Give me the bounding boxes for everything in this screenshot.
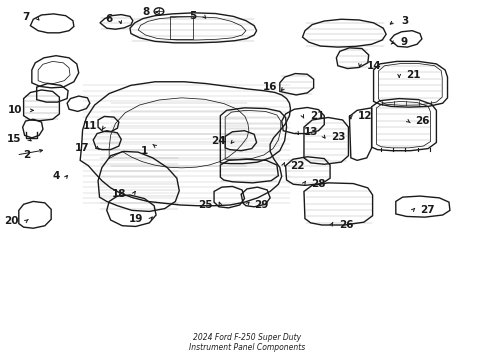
Text: 2: 2 xyxy=(24,150,31,160)
Text: 27: 27 xyxy=(420,205,435,215)
Text: 21: 21 xyxy=(310,111,324,121)
Text: 1: 1 xyxy=(141,146,148,156)
Text: 17: 17 xyxy=(75,143,90,153)
Text: 2024 Ford F-250 Super Duty
Instrument Panel Components: 2024 Ford F-250 Super Duty Instrument Pa… xyxy=(189,333,305,352)
Text: 5: 5 xyxy=(189,11,196,21)
Text: 28: 28 xyxy=(311,179,326,189)
Text: 8: 8 xyxy=(142,7,149,17)
Text: 19: 19 xyxy=(129,214,143,224)
Text: 18: 18 xyxy=(112,189,126,199)
Text: 16: 16 xyxy=(263,82,277,92)
Text: 25: 25 xyxy=(198,200,213,210)
Text: 26: 26 xyxy=(415,116,430,126)
Text: 3: 3 xyxy=(402,16,409,26)
Text: 22: 22 xyxy=(291,161,305,171)
Text: 4: 4 xyxy=(52,171,59,181)
Text: 13: 13 xyxy=(304,127,318,137)
Text: 10: 10 xyxy=(8,105,22,115)
Text: 12: 12 xyxy=(358,111,372,121)
Text: 11: 11 xyxy=(83,121,97,131)
Text: 29: 29 xyxy=(254,200,268,210)
Text: 24: 24 xyxy=(212,136,226,146)
Text: 9: 9 xyxy=(401,37,408,48)
Text: 15: 15 xyxy=(7,134,21,144)
Text: 21: 21 xyxy=(406,69,421,80)
Text: 20: 20 xyxy=(4,216,19,226)
Text: 14: 14 xyxy=(367,61,381,71)
Text: 6: 6 xyxy=(105,14,113,24)
Text: 26: 26 xyxy=(339,220,353,230)
Text: 23: 23 xyxy=(332,132,346,142)
Text: 7: 7 xyxy=(22,13,29,22)
